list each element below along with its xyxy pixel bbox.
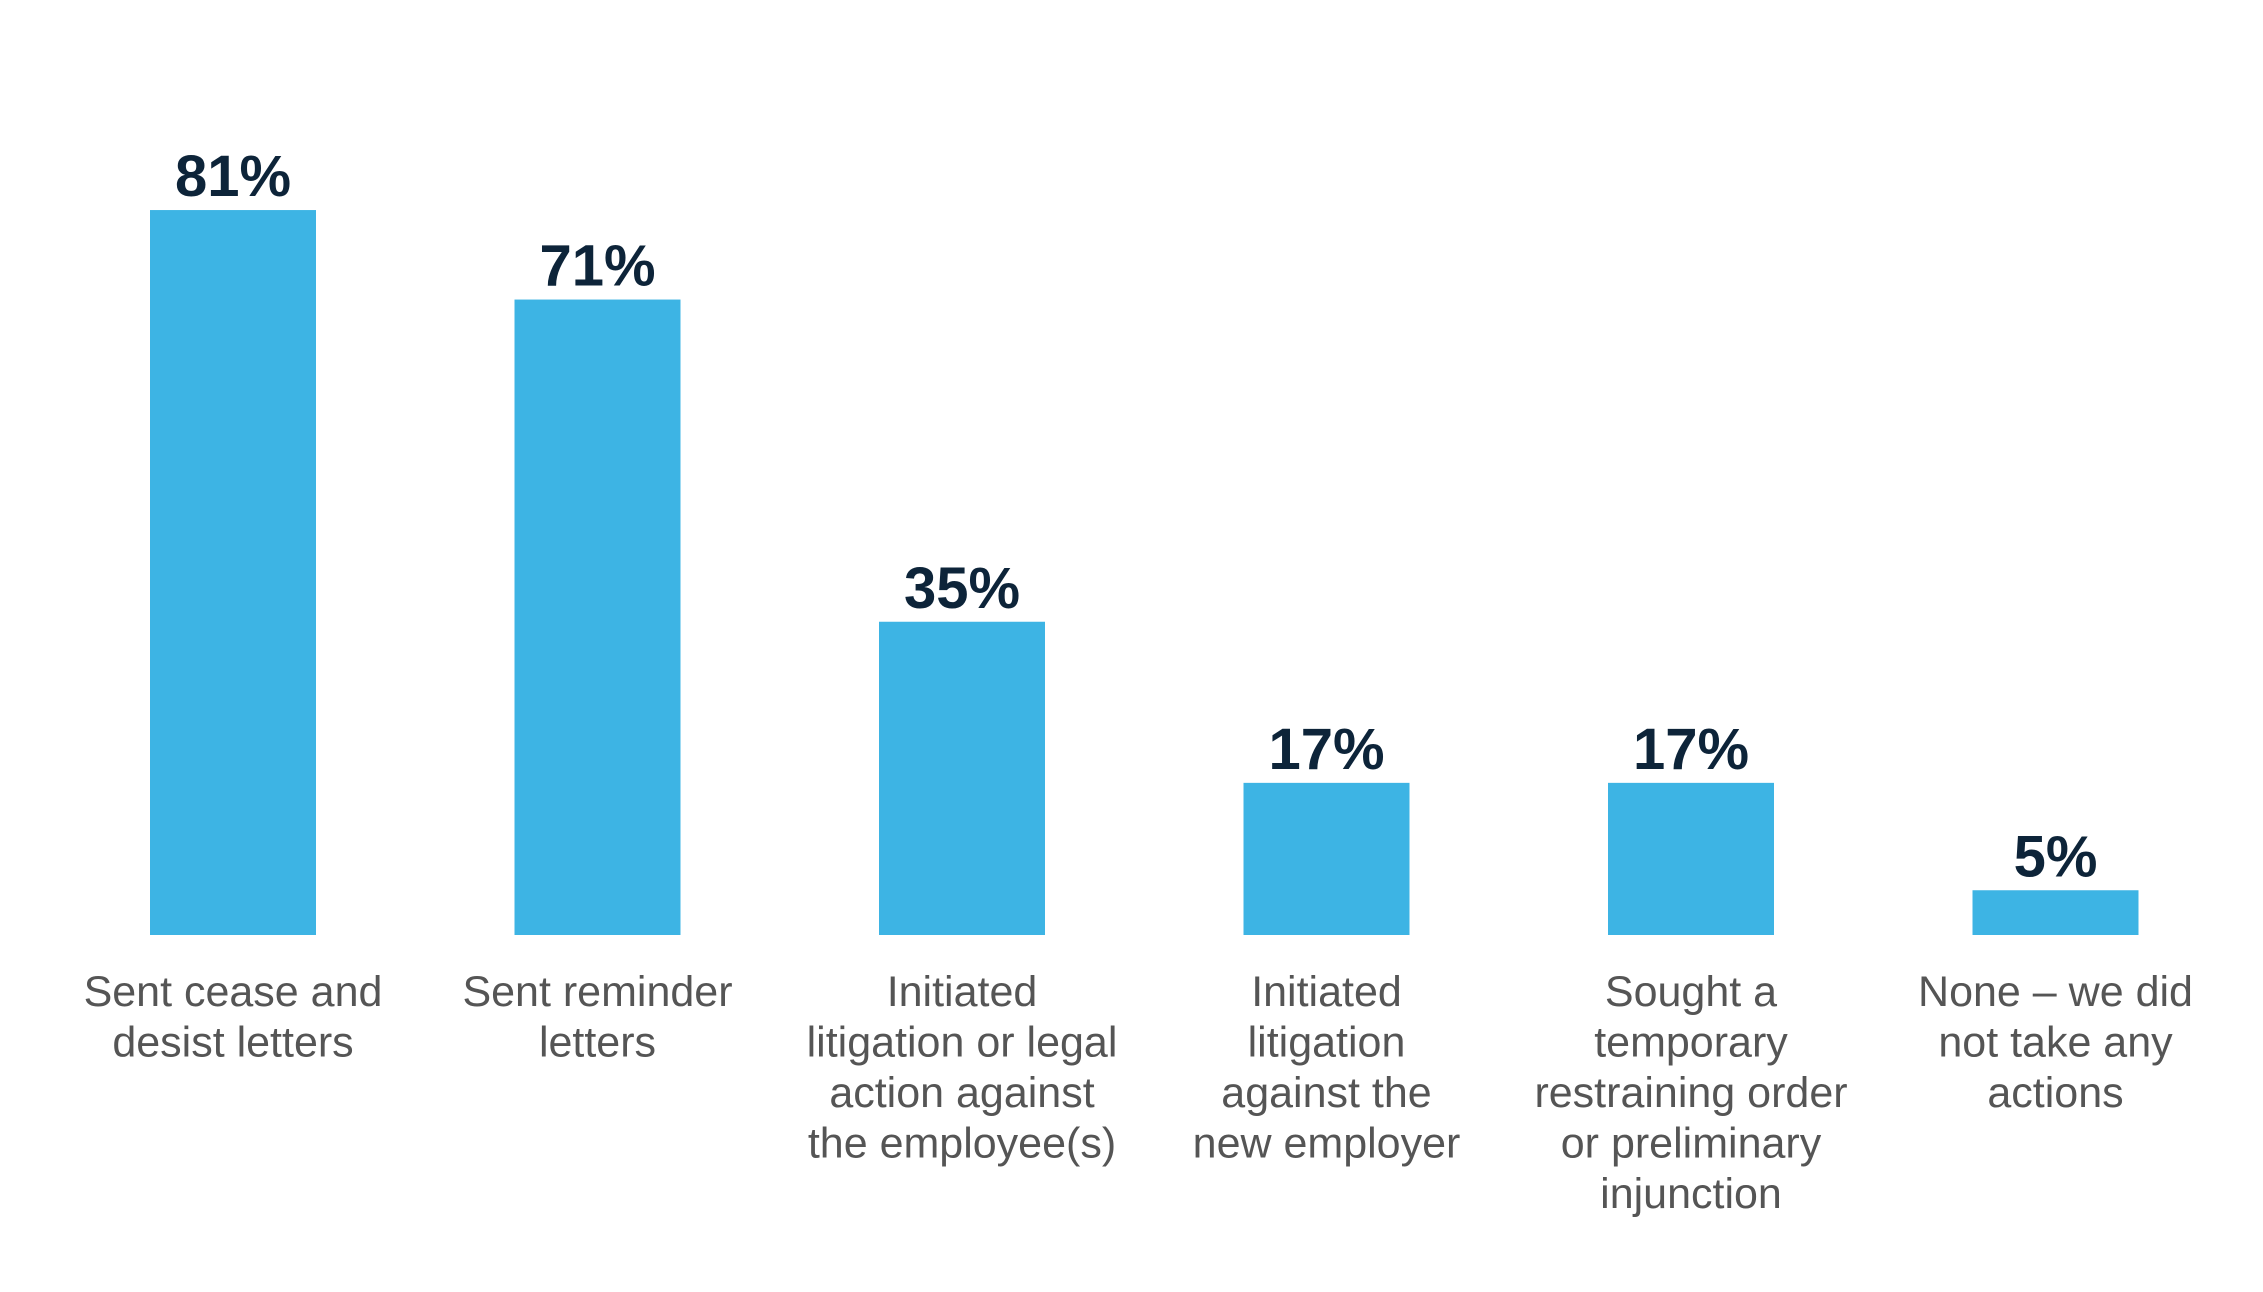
category-label-5: Sought a temporary restraining order or pre… [1534,968,1847,1218]
category-label-line: restraining order [1534,1069,1847,1117]
category-label-line: desist letters [112,1019,353,1067]
bar-value-label-3: 35% [904,556,1020,621]
category-label-line: temporary [1594,1019,1788,1067]
category-label-line: Initiated [1251,968,1402,1016]
category-label-line: actions [1987,1069,2123,1117]
bar-3 [879,621,1045,935]
category-label-2: Sent reminder letters [462,968,732,1067]
category-label-4: Initiated litigation against the new employ… [1193,968,1461,1168]
bar-value-label-5: 17% [1633,717,1749,782]
bar-1 [150,210,316,936]
bar-value-label-2: 71% [539,234,655,299]
category-label-line: the employee(s) [808,1120,1116,1168]
category-label-line: Sought a [1605,968,1777,1016]
category-label-1: Sent cease and desist letters [84,968,383,1067]
category-label-line: None – we did [1918,968,2193,1016]
bar-value-label-1: 81% [175,144,291,209]
bars-group [150,210,2139,936]
bar-4 [1243,782,1410,935]
value-labels-group: 81% 71% 35% 17% 17% 5% [175,144,2097,889]
bar-2 [514,299,681,935]
category-label-6: None – we did not take any actions [1918,968,2193,1117]
bar-6 [1972,890,2139,935]
category-label-line: action against [829,1069,1094,1117]
category-label-line: letters [539,1019,656,1067]
category-label-line: Sent reminder [462,968,732,1016]
category-label-line: not take any [1938,1019,2173,1067]
category-label-line: against the [1221,1069,1431,1117]
category-label-line: Sent cease and [84,968,383,1016]
category-label-line: litigation [1248,1019,1406,1067]
category-label-line: Initiated [887,968,1038,1016]
bar-value-label-6: 5% [2014,824,2098,889]
category-labels-group: Sent cease and desist letters Sent reminde… [84,968,2193,1218]
category-label-3: Initiated litigation or legal action again… [807,968,1118,1168]
category-label-line: new employer [1193,1120,1461,1168]
bar-value-label-4: 17% [1268,717,1384,782]
bar-5 [1608,782,1774,935]
category-label-line: or preliminary [1561,1120,1822,1168]
category-label-line: litigation or legal [807,1019,1118,1067]
category-label-line: injunction [1600,1170,1782,1218]
